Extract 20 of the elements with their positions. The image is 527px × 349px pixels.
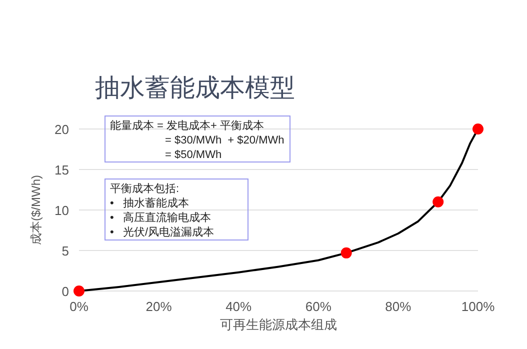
point xyxy=(432,196,444,208)
y-tick-label: 0 xyxy=(62,284,69,299)
y-tick-label: 5 xyxy=(62,244,69,258)
y-tick-label: 15 xyxy=(54,162,69,178)
point xyxy=(74,286,84,296)
y-axis-title: 成本($/MWh) xyxy=(29,175,43,245)
x-axis-title: 可再生能源成本组成 xyxy=(220,317,337,332)
point xyxy=(340,247,352,258)
x-tick-label: 0% xyxy=(70,299,89,314)
x-tick-label: 80% xyxy=(385,299,412,314)
annotation: 平衡成本包括: • 抽水蓄能成本 • 高压直流输电成本 • 光伏/风电溢漏成本 xyxy=(110,182,214,238)
annotation: 能量成本 = 发电成本+ 平衡成本 = $30/MWh + $20/MWh = $50/MWh xyxy=(110,119,284,161)
x-tick-label: 60% xyxy=(305,299,332,314)
chart-title: 抽水蓄能成本模型 xyxy=(95,74,295,102)
x-tick-label: 100% xyxy=(461,299,496,314)
x-tick-label: 20% xyxy=(146,299,172,314)
point xyxy=(472,124,484,134)
x-tick-label: 40% xyxy=(226,299,252,314)
y-tick-label: 20 xyxy=(54,122,69,137)
y-tick-label: 10 xyxy=(54,203,69,218)
